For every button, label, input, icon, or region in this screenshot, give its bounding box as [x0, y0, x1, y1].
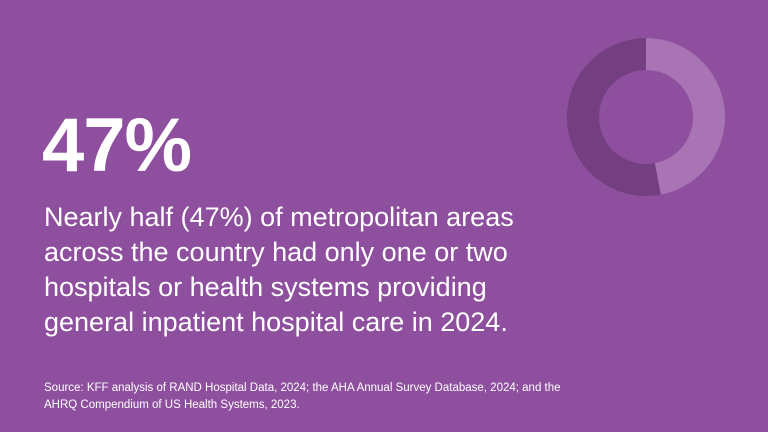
statement-line: hospitals or health systems providing — [44, 272, 487, 302]
source-line: AHRQ Compendium of US Health Systems, 20… — [44, 399, 300, 411]
statement-line: general inpatient hospital care in 2024. — [44, 307, 508, 337]
statement: Nearly half (47%) of metropolitan areas … — [44, 200, 564, 340]
source-note: Source: KFF analysis of RAND Hospital Da… — [44, 380, 561, 414]
statement-line: across the country had only one or two — [44, 237, 508, 267]
donut-slice-remainder — [567, 38, 661, 196]
source-line: Source: KFF analysis of RAND Hospital Da… — [44, 382, 561, 394]
headline-percent: 47% — [42, 103, 192, 188]
statement-line: Nearly half (47%) of metropolitan areas — [44, 202, 514, 232]
donut-chart — [567, 38, 725, 196]
donut-slice-highlight — [646, 38, 725, 195]
